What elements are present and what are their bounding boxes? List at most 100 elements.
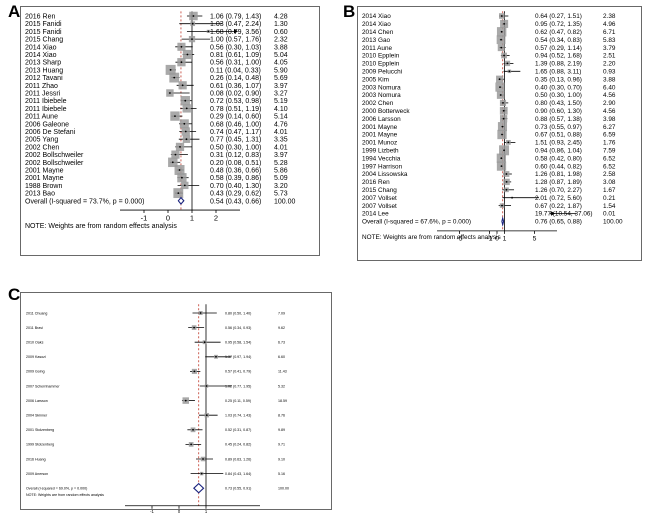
study-weight: 4.01: [274, 129, 288, 136]
overall-weight: 100.00: [274, 198, 296, 205]
study-label: 2014 Xiao: [362, 21, 391, 28]
study-weight: 2.58: [603, 171, 616, 178]
study-weight: 3.79: [603, 45, 616, 52]
study-weight: 6.40: [603, 84, 616, 91]
study-point: [503, 54, 505, 57]
study-point: [502, 117, 505, 120]
forest-plot-a: 2016 Ren 1.06 (0.79, 1.43) 4.28 2015 Fanidi…: [20, 6, 320, 256]
study-point: [181, 176, 183, 179]
study-point: [174, 115, 176, 117]
study-point: [179, 146, 181, 148]
study-label: 2002 Bollschweiler: [25, 152, 84, 159]
study-point: [171, 161, 174, 164]
study-label: 2014 Lee: [362, 211, 389, 218]
study-label: 2005 Yang: [25, 137, 58, 144]
study-label: 2002 Chen: [362, 100, 394, 107]
study-point: [207, 30, 210, 33]
study-weight: 4.01: [274, 144, 288, 151]
study-effect-ci: 0.29 (0.14, 0.60): [210, 114, 261, 121]
study-weight: 5.73: [274, 191, 288, 198]
study-label: 1994 Vecchia: [362, 155, 401, 162]
study-label: 2011 Ibiebele: [25, 106, 67, 113]
study-point: [178, 169, 181, 171]
study-label: 2014 Xiao: [362, 13, 391, 20]
study-weight: 3.08: [603, 179, 616, 186]
study-weight: 0.60: [274, 29, 288, 36]
study-label: 2007 Vollset: [362, 195, 397, 202]
study-effect-ci: 2.01 (0.72, 5.60): [535, 195, 582, 202]
study-label: 1999 Stolzenberg: [26, 443, 54, 447]
overall-label: Overall (I-squared = 73.7%, p = 0.000): [25, 198, 144, 205]
study-weight: 4.76: [274, 121, 288, 128]
study-effect-ci: 0.90 (0.60, 1.30): [535, 108, 582, 115]
study-effect-ci: 0.74 (0.47, 1.17): [210, 129, 261, 136]
study-label: 2006 Larsson: [362, 116, 401, 123]
study-effect-ci: 1.03 (0.74, 1.43): [225, 413, 251, 417]
study-weight: 1.54: [603, 203, 616, 210]
study-label: 2006 De Stefani: [25, 129, 76, 136]
study-label: 2009 Kasozi: [26, 355, 46, 359]
study-point: [184, 130, 187, 133]
study-point: [503, 149, 505, 152]
study-label: 2010 Oaks: [26, 340, 44, 344]
study-effect-ci: 0.26 (0.14, 0.48): [210, 75, 261, 82]
study-label: 2005 Kim: [362, 76, 389, 83]
study-point: [498, 78, 501, 81]
study-weight: 11.43: [278, 370, 287, 374]
plot-frame: [357, 6, 642, 261]
study-effect-ci: 0.70 (0.40, 1.30): [210, 183, 261, 190]
study-point: [550, 212, 552, 215]
study-label: 2011 Aune: [362, 45, 393, 52]
study-label: 2010 Epplein: [362, 61, 400, 68]
study-effect-ci: 0.94 (0.86, 1.04): [535, 148, 582, 155]
note-text: NOTE: Weights are from random effects an…: [362, 234, 501, 241]
study-point: [501, 125, 504, 128]
overall-diamond: [193, 482, 205, 494]
study-weight: 4.05: [274, 60, 288, 67]
study-weight: 6.71: [603, 29, 616, 36]
study-weight: 0.93: [603, 69, 616, 76]
study-weight: 8.76: [278, 413, 285, 417]
study-weight: 5.09: [274, 175, 288, 182]
study-effect-ci: 0.73 (0.55, 0.97): [535, 124, 582, 131]
study-label: 1988 Brown: [25, 183, 62, 190]
x-tick-label: 0: [166, 214, 170, 223]
study-effect-ci: 0.60 (0.44, 0.82): [535, 163, 582, 170]
study-label: 2015 Chang: [25, 37, 63, 44]
study-label: 2016 Huang: [26, 457, 46, 461]
study-label: 2011 Ibiebele: [25, 98, 67, 105]
overall-diamond: [177, 196, 185, 205]
study-label: 2009 Pelucchi: [362, 69, 402, 76]
study-effect-ci: 0.64 (0.27, 1.51): [535, 13, 582, 20]
study-weight: 9.62: [278, 326, 285, 330]
study-effect-ci: 0.25 (0.11, 0.59): [225, 399, 251, 403]
study-effect-ci: 0.57 (0.29, 1.14): [535, 45, 582, 52]
overall-weight: 100.00: [603, 219, 623, 226]
study-point: [177, 192, 180, 195]
study-label: 2006 Galeone: [25, 121, 69, 128]
study-point: [503, 23, 506, 25]
study-label: 2011 Bravi: [26, 326, 43, 330]
overall-effect-ci: 0.54 (0.43, 0.66): [210, 198, 261, 205]
study-weight: 6.52: [603, 163, 616, 170]
study-effect-ci: 0.62 (0.47, 0.82): [535, 29, 582, 36]
overall-diamond: [501, 216, 505, 227]
study-effect-ci: 0.57 (0.41, 0.79): [225, 370, 251, 374]
study-point: [185, 138, 188, 141]
study-point: [502, 102, 504, 104]
study-label: 2015 Fanidi: [25, 21, 62, 28]
study-point: [203, 341, 206, 344]
study-effect-ci: 0.56 (0.30, 1.03): [210, 44, 261, 51]
study-point: [502, 109, 505, 112]
overall-label: Overall (I-squared = 69.0%, p = 0.000): [26, 486, 87, 490]
study-effect-ci: 0.78 (0.51, 1.19): [210, 106, 261, 113]
study-effect-ci: 0.67 (0.51, 0.88): [535, 132, 582, 139]
study-effect-ci: 0.20 (0.08, 0.51): [210, 160, 261, 167]
study-label: 2004 Lissowska: [362, 171, 408, 178]
study-point: [183, 184, 186, 187]
study-label: 2003 Nomura: [362, 92, 401, 99]
study-label: 2007 Vollset: [362, 203, 397, 210]
x-tick-label: -1: [141, 214, 148, 223]
study-effect-ci: 19.77 (10.54, 37.06): [535, 211, 593, 218]
plot-frame: [20, 292, 332, 510]
